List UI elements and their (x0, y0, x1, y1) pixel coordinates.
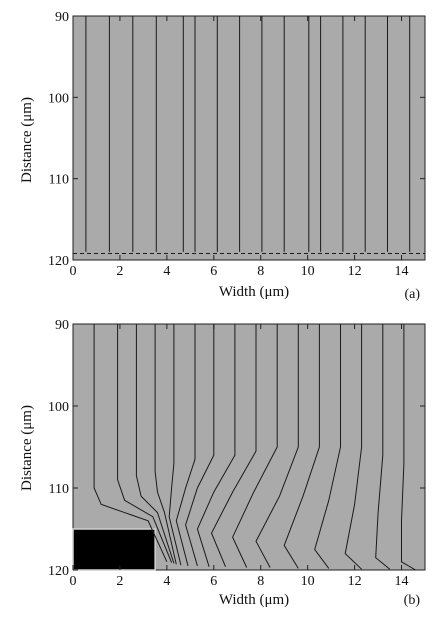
y-tick-label-b-0: 90 (55, 318, 69, 333)
contour-line-b-1 (93, 324, 168, 563)
x-tick-label-a-2: 4 (163, 264, 170, 279)
y-tick-label-a-2: 110 (49, 173, 69, 188)
contour-line-b-7 (185, 324, 215, 567)
x-axis-label-a: Width (μm) (219, 284, 289, 300)
panel-tag-a: (a) (404, 287, 420, 302)
y-tick-label-a-1: 100 (48, 91, 69, 106)
panel-b: 0 2 4 6 8 10 12 14 90 100 110 120 Width (μm) Distan… (19, 318, 426, 608)
contour-line-b-15 (375, 324, 391, 570)
contour-line-b-6 (175, 324, 196, 567)
ticks-b: 0 2 4 6 8 10 12 14 90 100 110 120 (48, 318, 425, 589)
x-tick-label-b-7: 14 (395, 574, 409, 589)
contour-line-b-10 (232, 324, 278, 568)
panel-a: 0 2 4 6 8 10 12 14 90 100 110 120 Width (μm) Distan… (19, 10, 426, 302)
x-tick-label-a-6: 12 (348, 264, 362, 279)
y-tick-label-b-3: 120 (48, 564, 69, 579)
plot-area-a (72, 15, 426, 261)
contour-line-b-14 (344, 324, 363, 570)
mask-region-b (72, 528, 156, 571)
x-tick-label-a-3: 6 (210, 264, 217, 279)
contour-line-b-8 (196, 324, 236, 567)
y-tick-label-b-1: 100 (48, 400, 69, 415)
contour-line-b-4 (154, 324, 177, 565)
y-tick-label-b-2: 110 (49, 482, 69, 497)
x-tick-label-b-0: 0 (70, 574, 77, 589)
x-tick-label-a-1: 2 (116, 264, 123, 279)
x-tick-label-a-4: 8 (257, 264, 264, 279)
y-axis-label-a: Distance (μm) (19, 97, 35, 183)
x-tick-label-b-3: 6 (210, 574, 217, 589)
y-tick-label-a-3: 120 (48, 254, 69, 269)
contour-lines-a (73, 16, 425, 254)
x-axis-label-b: Width (μm) (219, 592, 289, 608)
x-tick-label-a-0: 0 (70, 264, 77, 279)
y-tick-label-a-0: 90 (55, 10, 69, 25)
panel-tag-b: (b) (404, 593, 421, 608)
x-tick-label-b-5: 10 (301, 574, 315, 589)
contour-line-b-16 (401, 324, 416, 571)
y-axis-label-b: Distance (μm) (19, 405, 35, 491)
x-tick-label-a-7: 14 (395, 264, 409, 279)
contour-line-b-13 (314, 324, 341, 569)
contour-line-b-5 (168, 324, 182, 566)
contour-line-b-2 (117, 324, 173, 563)
x-tick-label-b-2: 4 (163, 574, 170, 589)
ticks-a: 0 2 4 6 8 10 12 14 90 100 110 120 (48, 10, 425, 279)
contour-line-b-11 (255, 324, 299, 568)
contour-line-b-12 (283, 324, 320, 569)
contour-lines-b (93, 324, 416, 571)
x-tick-label-a-5: 10 (301, 264, 315, 279)
x-tick-label-b-4: 8 (257, 574, 264, 589)
contour-line-b-9 (210, 324, 257, 567)
x-tick-label-b-1: 2 (116, 574, 123, 589)
contour-line-b-3 (135, 324, 175, 564)
x-tick-label-b-6: 12 (348, 574, 362, 589)
